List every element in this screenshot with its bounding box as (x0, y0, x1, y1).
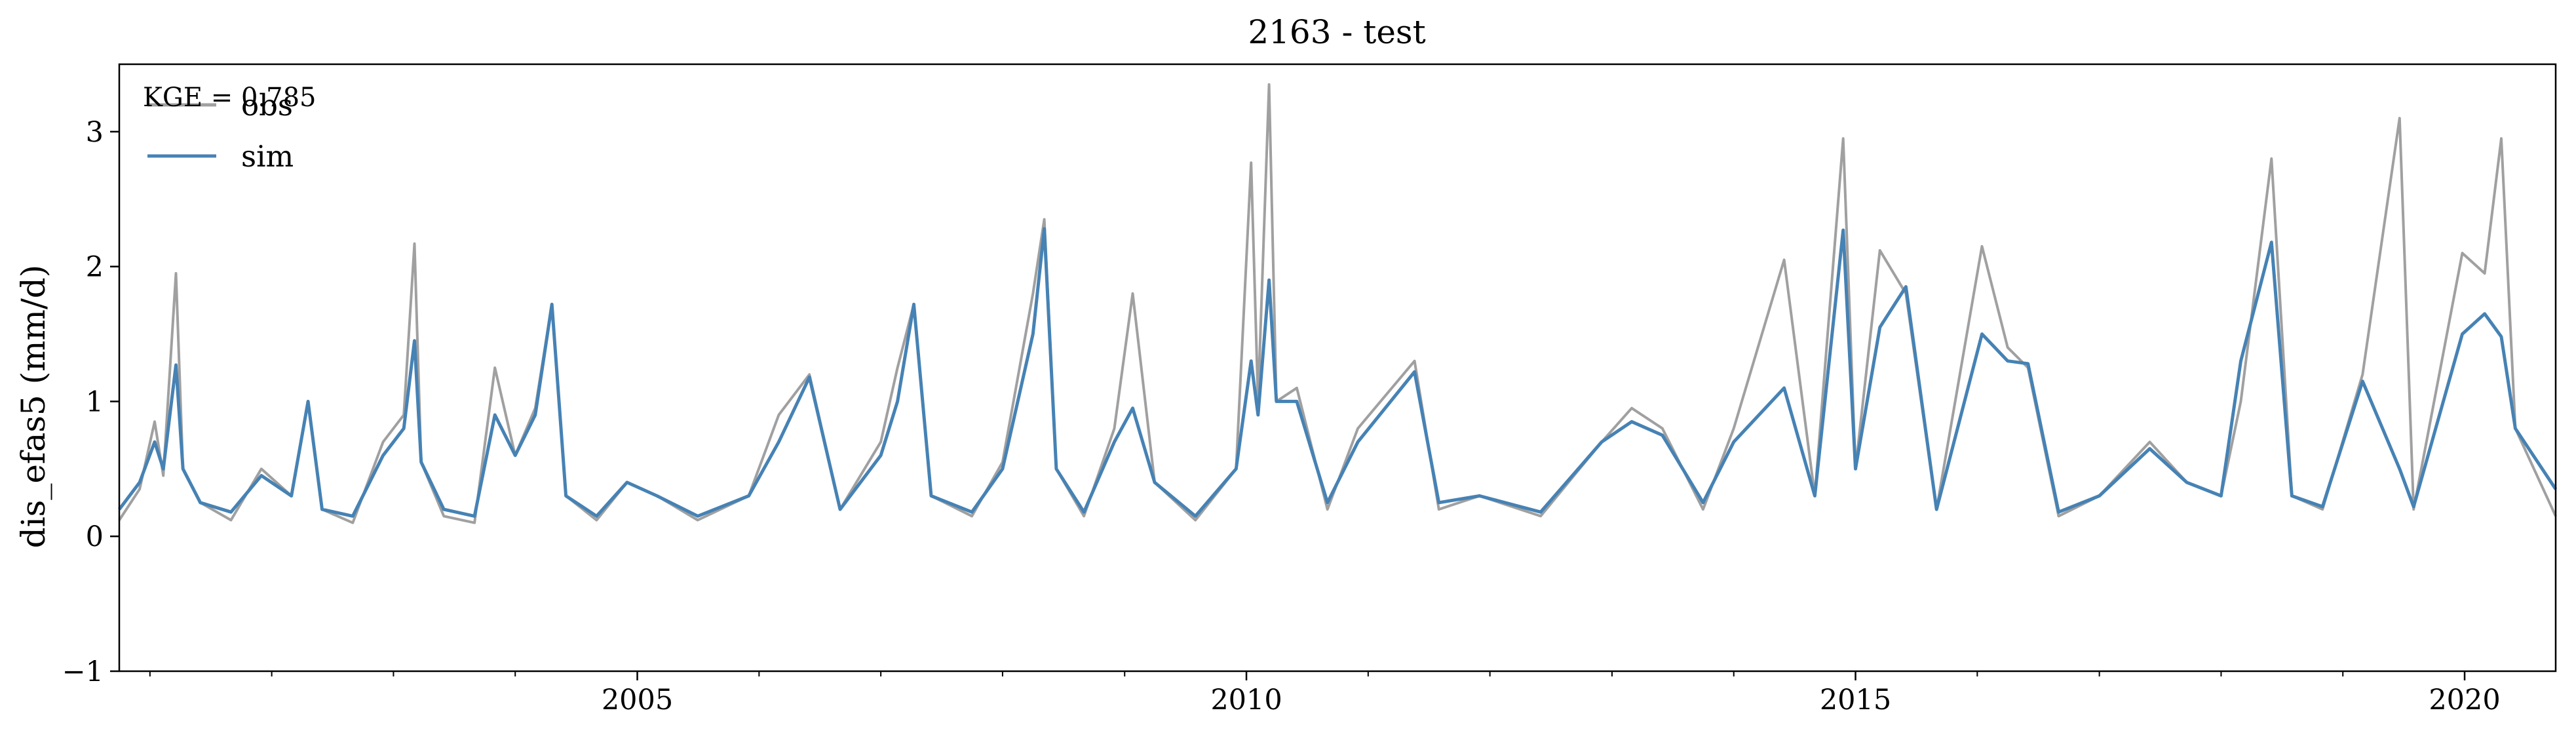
y-tick-label: 1 (86, 385, 104, 418)
x-tick-label: 2005 (602, 684, 673, 716)
kge-annotation: KGE = 0.785 (143, 83, 317, 113)
series-sim-line (118, 227, 2558, 518)
legend-obs-label: obs (241, 88, 293, 123)
y-axis-label: dis_efas5 (mm/d) (14, 265, 52, 549)
y-tick-label: 2 (86, 251, 104, 284)
ticks-layer: −1 0 1 2 3 2005 2010 2015 2020 (62, 116, 2501, 716)
legend: obs sim (147, 88, 294, 174)
series-layer (118, 83, 2558, 524)
legend-sim-label: sim (241, 139, 294, 174)
y-tick-label: −1 (62, 655, 104, 688)
chart-title: 2163 - test (1248, 13, 1425, 51)
x-tick-label: 2015 (1820, 684, 1891, 716)
plot-frame (118, 63, 2557, 673)
x-tick-label: 2010 (1210, 684, 1282, 716)
y-tick-label: 0 (86, 520, 104, 553)
y-tick-label: 3 (86, 116, 104, 149)
x-tick-label: 2020 (2429, 684, 2500, 716)
